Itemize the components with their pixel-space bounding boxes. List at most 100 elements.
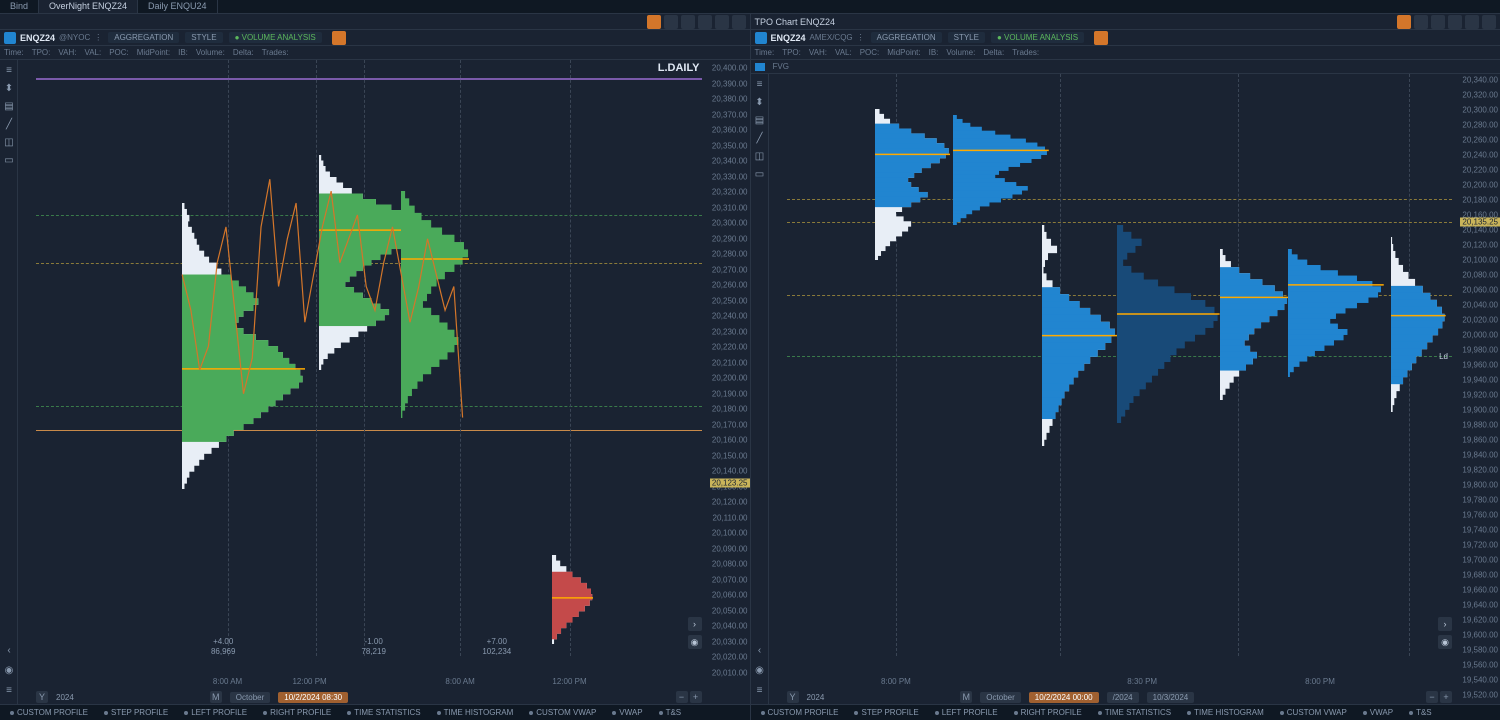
dropdown-icon[interactable]: ⋮ xyxy=(94,33,102,42)
eye-icon[interactable]: ◉ xyxy=(1438,635,1452,649)
side-scroll-icon[interactable]: ‹ xyxy=(2,642,16,658)
side-eye-icon[interactable]: ◉ xyxy=(2,662,16,678)
window-tab[interactable]: OverNight ENQZ24 xyxy=(39,0,138,13)
bottom-tab[interactable]: LEFT PROFILE xyxy=(929,707,1004,718)
drawing-tool[interactable]: ╱ xyxy=(753,130,767,146)
ld-label: Ld xyxy=(1439,352,1448,361)
bottom-tab[interactable]: CUSTOM VWAP xyxy=(523,707,602,718)
bottom-tab[interactable]: VWAP xyxy=(606,707,648,718)
bottom-tab[interactable]: CUSTOM VWAP xyxy=(1274,707,1353,718)
side-scroll-icon[interactable]: ‹ xyxy=(753,642,767,658)
bottom-tab[interactable]: TIME HISTOGRAM xyxy=(1181,707,1270,718)
drawing-tool[interactable]: ⬍ xyxy=(753,94,767,110)
timeline-year-icon[interactable]: Y xyxy=(787,691,799,703)
drawing-tool[interactable]: ╱ xyxy=(2,116,16,132)
toolbar-button[interactable]: AGGREGATION xyxy=(108,32,179,43)
panel-header-icon[interactable] xyxy=(732,15,746,29)
side-eye-icon[interactable]: ◉ xyxy=(753,662,767,678)
price-label: 20,360.00 xyxy=(712,126,748,135)
toolbar-button[interactable]: AGGREGATION xyxy=(871,32,942,43)
timeline-segment[interactable]: 10/2/2024 00:00 xyxy=(1029,692,1099,703)
timeline-segment[interactable]: /2024 xyxy=(1107,692,1139,703)
price-label: 19,820.00 xyxy=(1462,466,1498,475)
side-menu-icon[interactable]: ≡ xyxy=(753,682,767,698)
toolbar-button[interactable]: STYLE xyxy=(185,32,222,43)
indicator-row: Time:TPO:VAH:VAL:POC:MidPoint:IB:Volume:… xyxy=(0,46,750,60)
toolbar-button[interactable]: STYLE xyxy=(948,32,985,43)
panel-header-icon[interactable] xyxy=(681,15,695,29)
panel-header-icon[interactable] xyxy=(1414,15,1428,29)
bottom-tab[interactable]: TIME STATISTICS xyxy=(341,707,426,718)
panel-header-icon[interactable] xyxy=(698,15,712,29)
panel-header-icon[interactable] xyxy=(1482,15,1496,29)
side-menu-icon[interactable]: ≡ xyxy=(2,682,16,698)
price-label: 20,280.00 xyxy=(1462,121,1498,130)
bottom-tab[interactable]: RIGHT PROFILE xyxy=(1008,707,1088,718)
bottom-tab[interactable]: TIME HISTOGRAM xyxy=(431,707,520,718)
window-tab[interactable]: Bind xyxy=(0,0,39,13)
timeline-segment[interactable]: 10/3/2024 xyxy=(1147,692,1195,703)
drawing-tool[interactable]: ≡ xyxy=(2,62,16,78)
chart-area[interactable]: 20,340.0020,320.0020,300.0020,280.0020,2… xyxy=(769,74,1500,704)
window-tab[interactable]: Daily ENQU24 xyxy=(138,0,218,13)
price-tag: 20,123.25 xyxy=(710,479,750,488)
symbol-text[interactable]: ENQZ24 xyxy=(771,33,806,43)
drawing-tool[interactable]: ≡ xyxy=(753,76,767,92)
bottom-tab[interactable]: T&S xyxy=(1403,707,1438,718)
drawing-tool[interactable]: ▤ xyxy=(753,112,767,128)
timeline-year-icon[interactable]: Y xyxy=(36,691,48,703)
drawing-tool[interactable]: ▭ xyxy=(2,152,16,168)
panel-header-icon[interactable] xyxy=(647,15,661,29)
symbol-icon[interactable] xyxy=(755,32,767,44)
bottom-tab[interactable]: CUSTOM PROFILE xyxy=(4,707,94,718)
bottom-tab[interactable]: VWAP xyxy=(1357,707,1399,718)
price-label: 19,760.00 xyxy=(1462,511,1498,520)
timeline-month-icon[interactable]: M xyxy=(960,691,972,703)
panel-header-icon[interactable] xyxy=(1431,15,1445,29)
zoom-in-icon[interactable]: + xyxy=(1440,691,1452,703)
timeline-segment[interactable]: October xyxy=(230,692,270,703)
bottom-tab[interactable]: STEP PROFILE xyxy=(98,707,174,718)
zoom-in-icon[interactable]: + xyxy=(690,691,702,703)
bottom-tab[interactable]: CUSTOM PROFILE xyxy=(755,707,845,718)
zoom-out-icon[interactable]: − xyxy=(1426,691,1438,703)
bottom-tab[interactable]: T&S xyxy=(653,707,688,718)
drawing-tool[interactable]: ⬍ xyxy=(2,80,16,96)
toolbar-icon[interactable] xyxy=(1094,31,1108,45)
price-label: 19,520.00 xyxy=(1462,691,1498,700)
price-label: 19,860.00 xyxy=(1462,436,1498,445)
price-label: 20,230.00 xyxy=(712,327,748,336)
bottom-tab[interactable]: TIME STATISTICS xyxy=(1092,707,1177,718)
scroll-right-icon[interactable]: › xyxy=(1438,617,1452,631)
panel-header-icon[interactable] xyxy=(1465,15,1479,29)
toolbar-icon[interactable] xyxy=(332,31,346,45)
panel-header-icon[interactable] xyxy=(715,15,729,29)
symbol-icon[interactable] xyxy=(4,32,16,44)
price-label: 20,070.00 xyxy=(712,575,748,584)
volume-analysis-button[interactable]: ● VOLUME ANALYSIS xyxy=(229,32,322,43)
zoom-out-icon[interactable]: − xyxy=(676,691,688,703)
timeline-month-icon[interactable]: M xyxy=(210,691,222,703)
symbol-text[interactable]: ENQZ24 xyxy=(20,33,55,43)
timeline-year: 2024 xyxy=(56,693,74,702)
panel-header-icon[interactable] xyxy=(664,15,678,29)
timeline-segment[interactable]: October xyxy=(980,692,1020,703)
drawing-tool[interactable]: ▤ xyxy=(2,98,16,114)
timeline-segment[interactable]: 10/2/2024 08:30 xyxy=(278,692,348,703)
price-label: 19,700.00 xyxy=(1462,556,1498,565)
scroll-right-icon[interactable]: › xyxy=(688,617,702,631)
drawing-tool[interactable]: ▭ xyxy=(753,166,767,182)
drawing-tool[interactable]: ◫ xyxy=(2,134,16,150)
panel-header-icon[interactable] xyxy=(1448,15,1462,29)
eye-icon[interactable]: ◉ xyxy=(688,635,702,649)
volume-analysis-button[interactable]: ● VOLUME ANALYSIS xyxy=(991,32,1084,43)
dropdown-icon[interactable]: ⋮ xyxy=(857,33,865,42)
panel-header-icon[interactable] xyxy=(1397,15,1411,29)
chart-area[interactable]: L.DAILY20,400.0020,390.0020,380.0020,370… xyxy=(18,60,750,704)
bottom-tab[interactable]: RIGHT PROFILE xyxy=(257,707,337,718)
indicator-row: Time:TPO:VAH:VAL:POC:MidPoint:IB:Volume:… xyxy=(751,46,1500,60)
bottom-tab[interactable]: STEP PROFILE xyxy=(848,707,924,718)
price-label: 19,920.00 xyxy=(1462,391,1498,400)
drawing-tool[interactable]: ◫ xyxy=(753,148,767,164)
bottom-tab[interactable]: LEFT PROFILE xyxy=(178,707,253,718)
